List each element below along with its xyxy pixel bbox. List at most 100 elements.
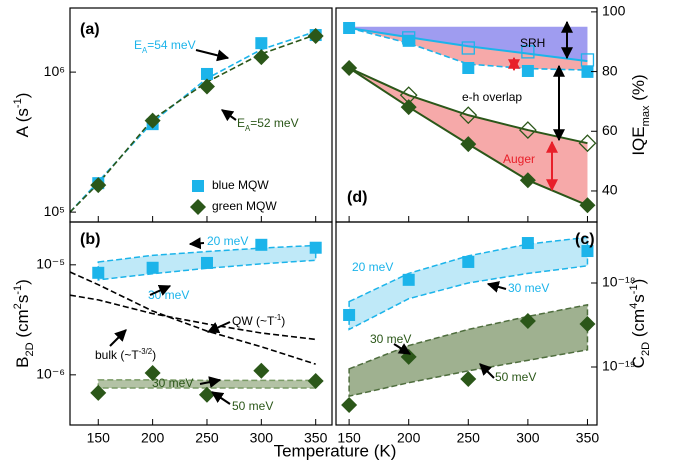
marker (200, 67, 213, 80)
y-axis-title-part: (cm (13, 309, 32, 342)
y-axis-title-part: B (13, 356, 32, 367)
marker (198, 78, 215, 95)
plot-area (70, 30, 316, 213)
x-tick-label: 350 (304, 430, 328, 446)
y-axis-title-part: s (629, 294, 648, 303)
y-axis-title-part: (%) (629, 74, 648, 105)
x-tick-label: 150 (337, 430, 361, 446)
x-tick-label: 300 (250, 430, 274, 446)
y-tick-label: 80 (602, 62, 618, 78)
y-axis-title-part: ) (629, 279, 648, 285)
annotation-part: Auger (503, 152, 535, 166)
arrow (109, 329, 127, 347)
arrow (479, 363, 495, 379)
band (348, 236, 589, 331)
marker (581, 65, 594, 78)
annotation-part: A (245, 124, 251, 133)
annotation-part: bulk (~T (95, 348, 139, 362)
annotation: 20 meV (207, 234, 248, 248)
annotation-part: 30 meV (370, 332, 411, 346)
annotation: 50 meV (495, 370, 536, 384)
marker (578, 134, 597, 153)
annotation: SRH (520, 36, 545, 50)
marker (519, 312, 536, 329)
y-axis-title-part: -1 (12, 285, 24, 295)
legend-marker (192, 180, 204, 192)
y-tick-label: 40 (602, 182, 618, 198)
x-tick-label: 300 (516, 430, 540, 446)
x-tick-label: 250 (457, 430, 481, 446)
marker (309, 241, 322, 254)
marker (402, 31, 416, 45)
marker (402, 34, 415, 47)
arrow (149, 284, 172, 296)
arrow (211, 391, 231, 405)
marker (518, 121, 537, 139)
marker (521, 45, 535, 59)
marker (462, 61, 475, 74)
y-axis-title-part: -1 (628, 284, 640, 294)
arrow (188, 237, 205, 250)
marker (400, 99, 417, 116)
fit-line (70, 294, 316, 341)
annotation: 30 meV (152, 376, 193, 390)
annotation: 30 meV (370, 332, 411, 346)
annotation-part: -3/2 (139, 347, 152, 356)
annotation: 20 meV (352, 260, 393, 274)
marker (255, 238, 268, 251)
fit-line (70, 271, 316, 365)
annotation-part: e-h overlap (462, 90, 522, 104)
marker (579, 197, 596, 214)
y-axis-title-part: ) (13, 93, 32, 99)
y-axis-title: C2D (cm4s-1) (628, 279, 652, 369)
y-axis-title-part: 4 (628, 303, 640, 309)
annotation-part: ) (152, 348, 156, 362)
fit-line (348, 67, 588, 145)
annotation-part: E (237, 116, 245, 130)
arrow (393, 343, 412, 355)
marker (343, 308, 356, 321)
marker (460, 136, 477, 153)
annotation: e-h overlap (462, 90, 522, 104)
y-tick-label: 10⁻¹⁹ (602, 358, 636, 374)
marker (581, 245, 594, 258)
legend-marker (190, 199, 206, 215)
panel-label: (a) (80, 21, 100, 38)
marker (253, 362, 270, 379)
marker (307, 28, 324, 45)
marker (146, 261, 159, 274)
y-axis-title-part: 2D (24, 342, 36, 356)
y-axis-title: A (s-1) (12, 93, 33, 138)
legend-label: green MQW (212, 199, 277, 213)
annotation-part: SRH (520, 36, 545, 50)
fit-line (70, 33, 316, 213)
annotation-part: 20 meV (207, 234, 248, 248)
panel-label: (b) (80, 231, 100, 248)
marker (402, 273, 415, 286)
annotation-part: QW (~T (232, 314, 275, 328)
marker (200, 256, 213, 269)
frame (69, 221, 333, 426)
annotation: 30 meV (148, 288, 189, 302)
arrow (221, 109, 237, 122)
x-tick-label: 200 (397, 430, 421, 446)
annotation: bulk (~T-3/2) (95, 347, 156, 363)
marker (341, 59, 358, 76)
annotation-part: E (134, 38, 142, 52)
marker (90, 177, 107, 194)
x-tick-label: 350 (576, 430, 600, 446)
x-tick-label: 200 (141, 430, 165, 446)
y-axis-title-part: ) (13, 279, 32, 285)
panel-label: (d) (347, 189, 367, 206)
marker (461, 41, 475, 55)
y-tick-label: 10⁻¹⁸ (602, 274, 636, 290)
annotation-part: -1 (274, 313, 281, 322)
x-tick-label: 150 (87, 430, 111, 446)
annotation-part: 30 meV (152, 376, 193, 390)
marker (198, 386, 215, 403)
y-tick-label: 10⁶ (44, 63, 65, 79)
arrow (206, 321, 231, 333)
panel-label: (c) (575, 231, 595, 248)
marker (144, 112, 161, 129)
y-axis-title-part: IQE (629, 126, 648, 155)
